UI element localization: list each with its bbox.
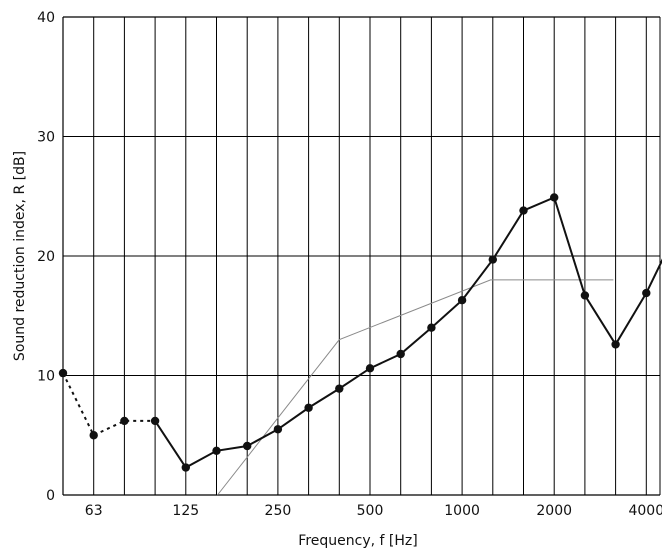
data-point bbox=[150, 416, 160, 426]
x-tick-label: 4000 bbox=[628, 503, 662, 519]
data-point bbox=[457, 296, 467, 305]
x-tick-label: 63 bbox=[85, 503, 103, 519]
data-point bbox=[580, 291, 590, 300]
data-point bbox=[120, 416, 129, 426]
grid bbox=[62, 16, 661, 496]
x-tick-label: 125 bbox=[172, 503, 199, 519]
x-tick-label: 1000 bbox=[444, 503, 480, 519]
reference-curve bbox=[217, 279, 614, 496]
x-tick-label: 2000 bbox=[536, 503, 572, 519]
data-point bbox=[427, 323, 436, 332]
data-point bbox=[89, 431, 98, 440]
data-point bbox=[519, 206, 528, 215]
data-point bbox=[181, 463, 190, 472]
data-point bbox=[304, 403, 313, 412]
data-point bbox=[642, 288, 651, 298]
y-tick-label: 0 bbox=[46, 488, 55, 504]
data-point bbox=[335, 384, 344, 393]
data-point bbox=[365, 364, 375, 373]
y-tick-label: 30 bbox=[37, 130, 55, 146]
x-tick-label: 250 bbox=[265, 503, 292, 519]
measured-curve-dotted bbox=[62, 372, 156, 437]
data-point bbox=[243, 441, 252, 451]
data-point bbox=[273, 425, 283, 434]
measured-curve-solid bbox=[154, 196, 662, 469]
y-tick-label: 20 bbox=[37, 249, 55, 265]
y-tick-label: 40 bbox=[37, 10, 55, 26]
data-point bbox=[488, 255, 497, 264]
y-tick-label: 10 bbox=[37, 369, 55, 385]
data-point bbox=[396, 349, 405, 359]
data-point bbox=[550, 193, 559, 202]
data-point bbox=[212, 446, 221, 455]
y-axis-label: Sound reduction index, R [dB] bbox=[12, 151, 28, 361]
data-point bbox=[611, 340, 620, 349]
x-axis-label: Frequency, f [Hz] bbox=[298, 533, 417, 549]
tick-labels: 0 10 20 30 40 63 125 250 500 1000 2000 4000 bbox=[37, 10, 662, 519]
series-layer bbox=[58, 193, 662, 496]
x-tick-label: 500 bbox=[357, 503, 384, 519]
data-point bbox=[58, 368, 68, 378]
